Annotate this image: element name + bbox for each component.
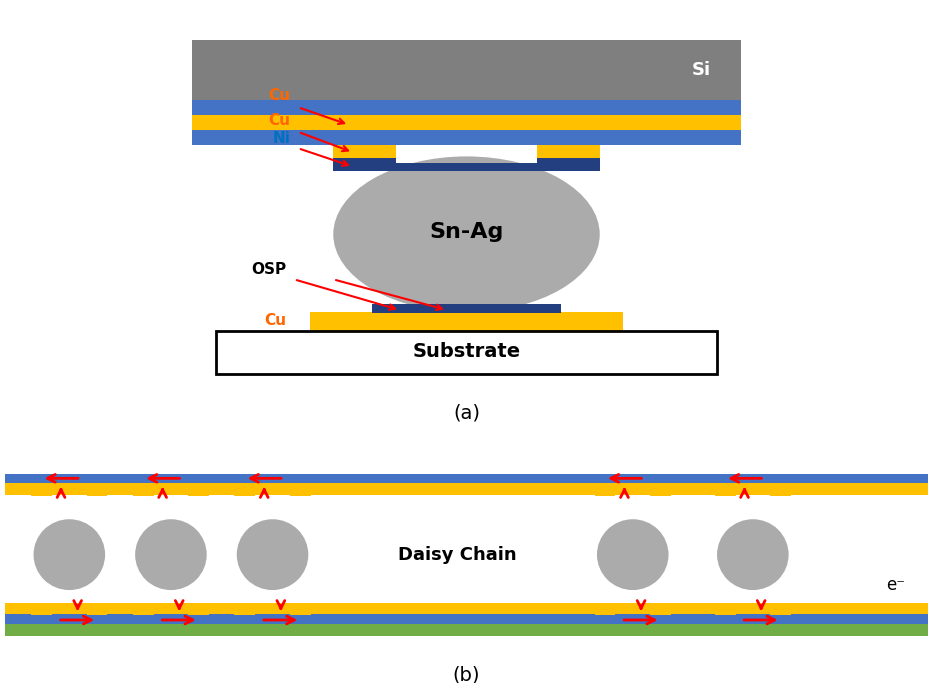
- Text: Cu: Cu: [268, 88, 290, 103]
- Bar: [216, 331, 717, 374]
- Bar: [192, 130, 741, 145]
- Bar: [333, 163, 600, 171]
- Bar: [310, 311, 623, 331]
- Bar: [31, 484, 52, 496]
- Bar: [192, 100, 741, 115]
- Bar: [188, 602, 209, 615]
- Bar: [715, 602, 735, 615]
- Text: Cu: Cu: [268, 113, 290, 128]
- Ellipse shape: [333, 156, 600, 312]
- Ellipse shape: [34, 519, 105, 590]
- Ellipse shape: [237, 519, 308, 590]
- Text: Daisy Chain: Daisy Chain: [398, 546, 517, 563]
- Bar: [132, 602, 154, 615]
- Bar: [188, 484, 209, 496]
- Bar: [5, 614, 928, 624]
- Bar: [537, 158, 600, 171]
- Bar: [333, 145, 396, 158]
- Text: Cu: Cu: [264, 313, 286, 328]
- Ellipse shape: [717, 519, 788, 590]
- Text: Sn-Ag: Sn-Ag: [429, 222, 504, 242]
- Bar: [234, 484, 256, 496]
- Text: Substrate: Substrate: [412, 342, 521, 361]
- Bar: [5, 624, 928, 636]
- Bar: [650, 484, 671, 496]
- Text: Si: Si: [692, 61, 711, 79]
- Bar: [192, 115, 741, 130]
- Ellipse shape: [135, 519, 207, 590]
- Bar: [290, 484, 311, 496]
- Bar: [594, 602, 616, 615]
- Bar: [132, 484, 154, 496]
- Bar: [5, 474, 928, 484]
- Text: e⁻: e⁻: [886, 576, 905, 594]
- Bar: [594, 484, 616, 496]
- Bar: [290, 602, 311, 615]
- Bar: [87, 602, 107, 615]
- Text: OSP: OSP: [251, 262, 286, 277]
- Bar: [770, 602, 791, 615]
- Bar: [5, 603, 928, 614]
- Text: (b): (b): [453, 666, 480, 683]
- Bar: [87, 484, 107, 496]
- Bar: [192, 40, 741, 101]
- Bar: [372, 305, 561, 313]
- Bar: [715, 484, 735, 496]
- Bar: [537, 145, 600, 158]
- Ellipse shape: [597, 519, 669, 590]
- Text: Ni: Ni: [272, 131, 290, 146]
- Bar: [5, 483, 928, 495]
- Bar: [31, 602, 52, 615]
- Bar: [650, 602, 671, 615]
- Bar: [234, 602, 256, 615]
- Text: (a): (a): [453, 403, 480, 422]
- Bar: [770, 484, 791, 496]
- Bar: [333, 158, 396, 171]
